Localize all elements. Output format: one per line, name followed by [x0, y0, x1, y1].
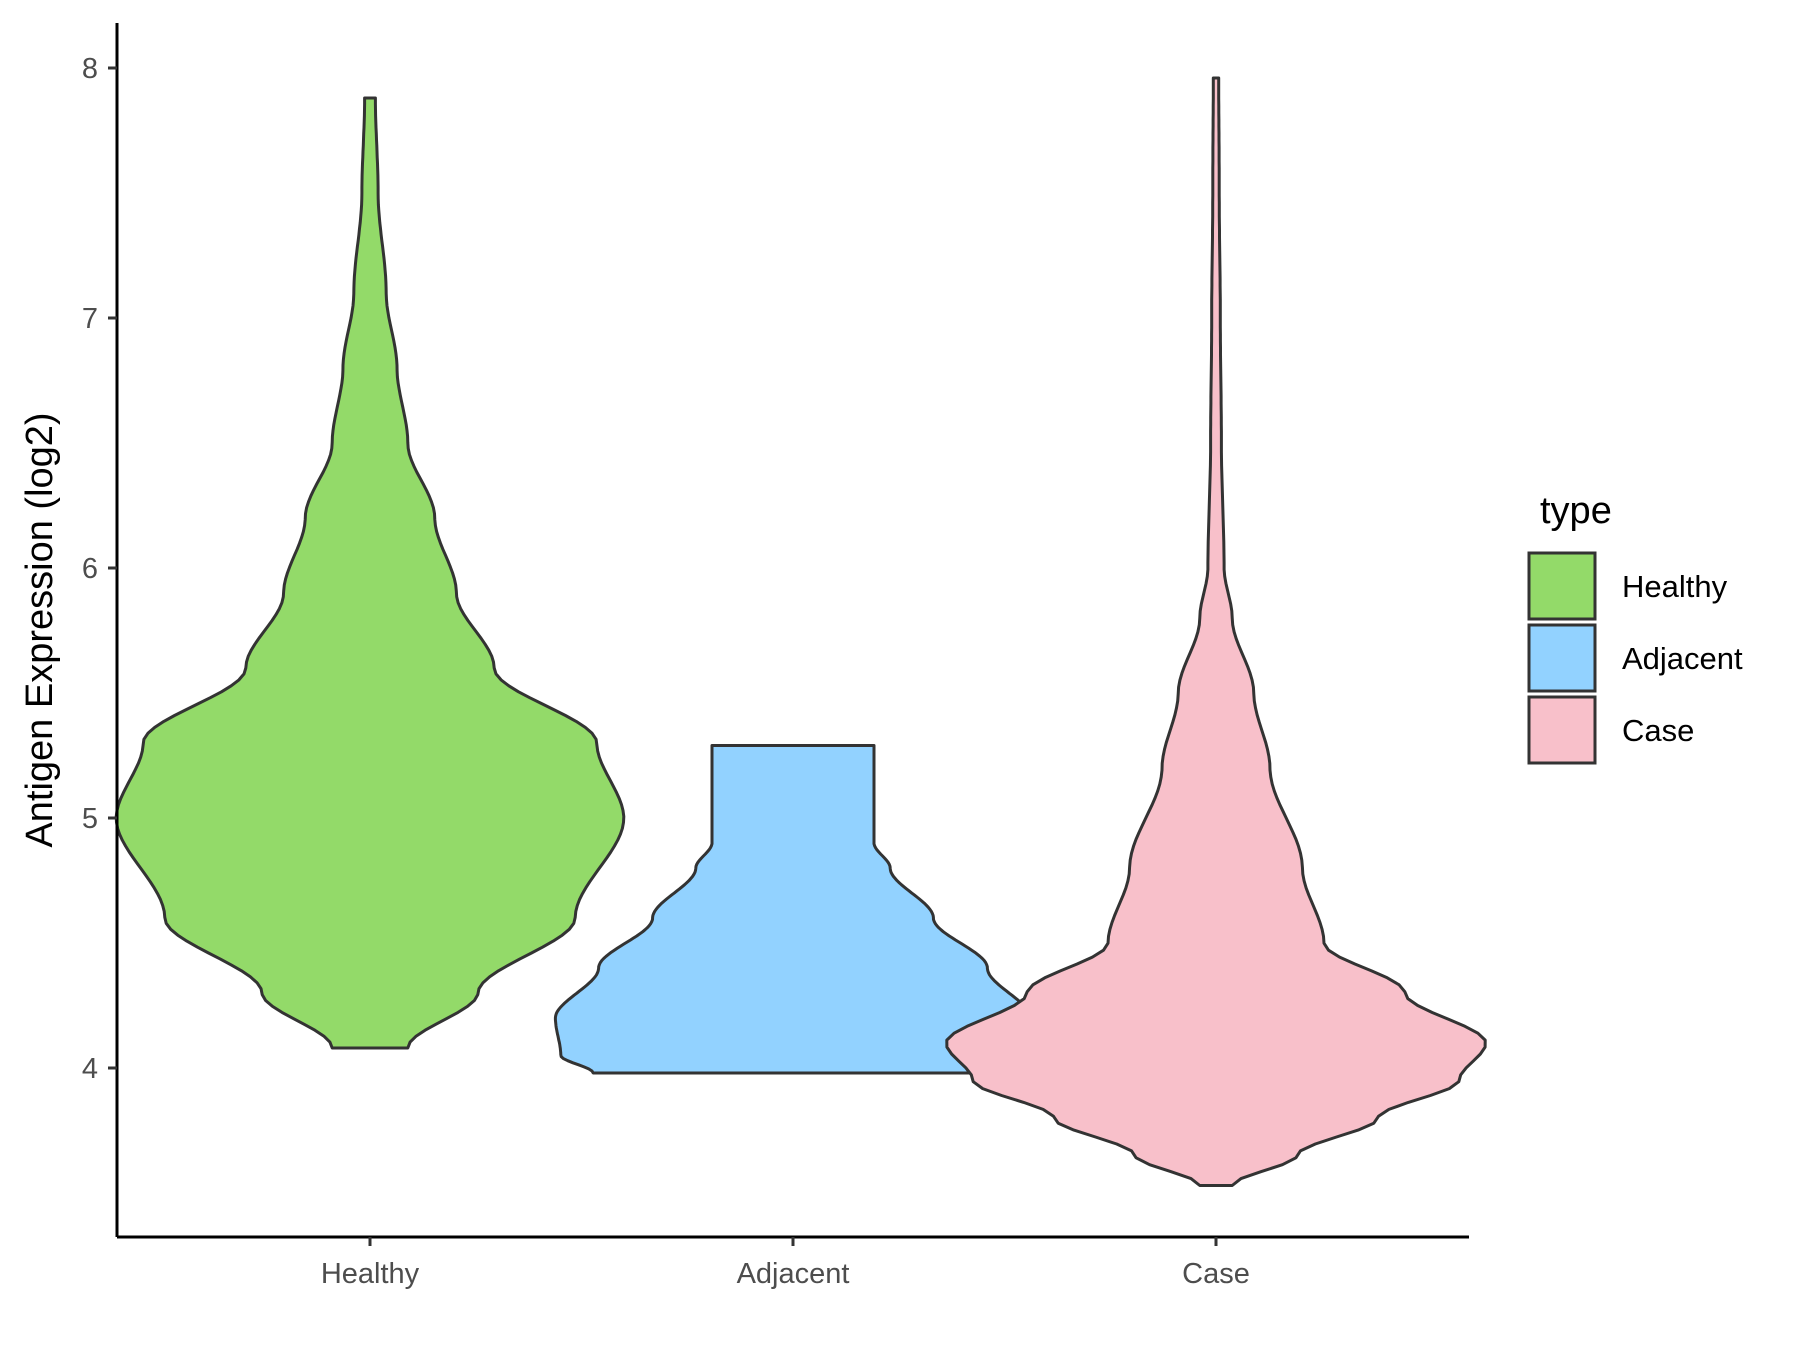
- violin-adjacent: [553, 744, 1033, 1075]
- y-tick-label: 8: [82, 53, 98, 85]
- legend-swatch-adjacent: [1527, 623, 1597, 693]
- violin-case: [945, 76, 1487, 1187]
- x-tick-label: Healthy: [321, 1258, 420, 1290]
- legend-swatch-healthy: [1527, 551, 1597, 621]
- y-tick-label: 5: [82, 803, 98, 835]
- legend-title: type: [1540, 490, 1612, 532]
- legend-label-case: Case: [1622, 713, 1694, 748]
- legend: type Healthy Adjacent Case: [1527, 490, 1743, 765]
- x-tick-label: Case: [1182, 1258, 1250, 1290]
- y-tick-label: 6: [82, 553, 98, 585]
- legend-label-adjacent: Adjacent: [1622, 641, 1743, 676]
- violin-healthy: [114, 96, 626, 1050]
- y-axis-title: Antigen Expression (log2): [19, 412, 61, 847]
- legend-swatch-case: [1527, 695, 1597, 765]
- y-tick-label: 7: [82, 303, 98, 335]
- y-tick-label: 4: [82, 1053, 98, 1085]
- y-ticks: 4 5 6 7 8: [82, 53, 117, 1085]
- legend-label-healthy: Healthy: [1622, 569, 1728, 604]
- violins-layer: [114, 76, 1487, 1187]
- x-ticks: Healthy Adjacent Case: [321, 1237, 1250, 1290]
- x-tick-label: Adjacent: [737, 1258, 850, 1290]
